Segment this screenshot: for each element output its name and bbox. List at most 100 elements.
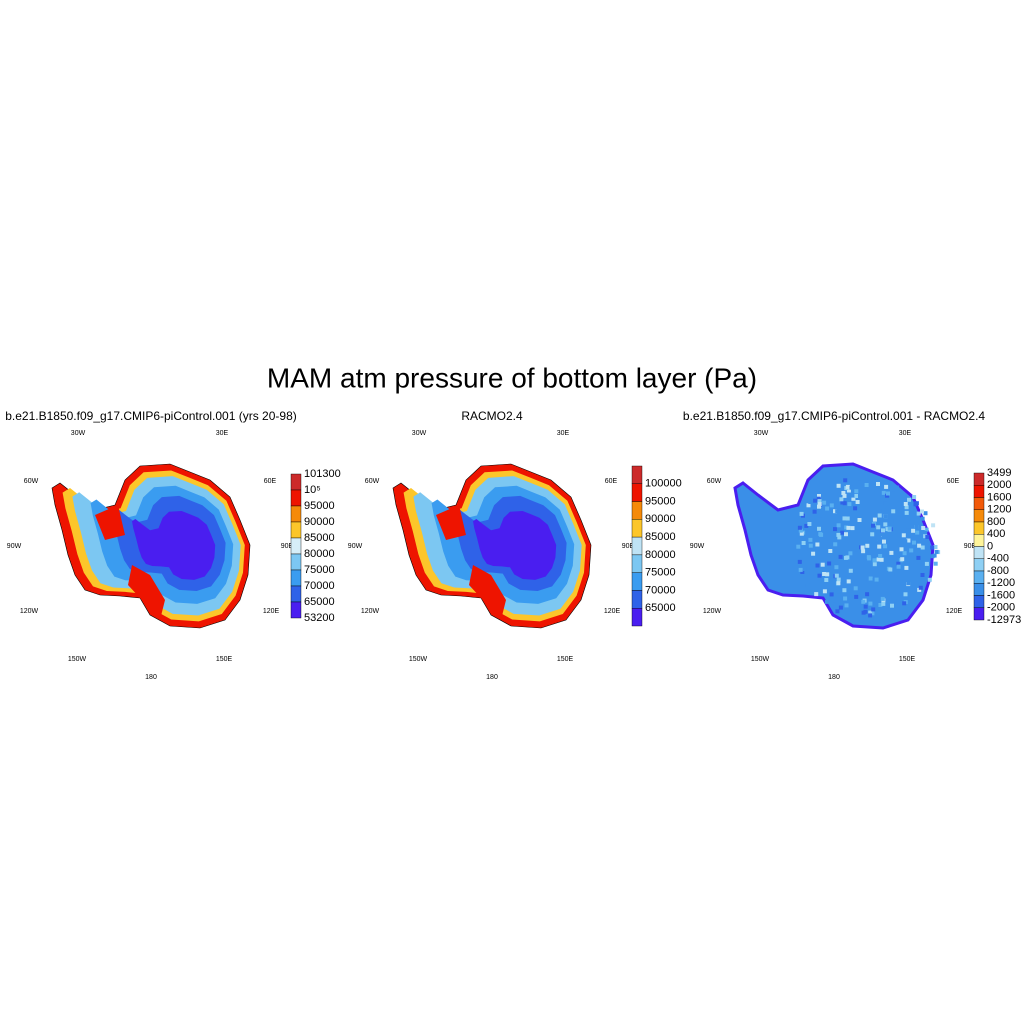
difference-cell [842, 501, 847, 506]
difference-cell [871, 523, 875, 528]
difference-cell [867, 562, 872, 567]
difference-cell [920, 509, 924, 514]
difference-cell [829, 503, 834, 508]
difference-cell [912, 540, 916, 545]
colorbar-box [290, 585, 302, 603]
colorbar-box [973, 509, 985, 523]
difference-cell [807, 546, 812, 551]
difference-cell [868, 613, 873, 618]
difference-cell [909, 548, 914, 553]
difference-cell [916, 511, 921, 516]
colorbar-box [973, 546, 985, 559]
longitude-label: 30E [216, 430, 229, 437]
difference-cell [917, 587, 922, 592]
difference-cell [902, 551, 907, 556]
colorbar-label: 80000 [645, 549, 676, 561]
difference-cell [903, 502, 908, 506]
difference-cell [880, 596, 885, 601]
difference-cell [883, 544, 888, 549]
difference-cell [925, 534, 930, 539]
difference-cell [833, 527, 837, 532]
colorbar-box [973, 485, 985, 498]
longitude-label: 30W [71, 430, 86, 437]
difference-cell [927, 577, 932, 582]
difference-cell [853, 506, 858, 511]
colorbar-label: 10⁵ [304, 484, 321, 496]
difference-cell [854, 551, 859, 556]
difference-cell [804, 529, 809, 534]
difference-cell [868, 601, 873, 606]
colorbar-label: 85000 [304, 532, 335, 544]
difference-cell [863, 604, 868, 609]
longitude-label: 180 [145, 674, 157, 681]
colorbar-box [290, 601, 302, 619]
ice-shelf [95, 505, 125, 540]
difference-cell [917, 518, 921, 522]
difference-cell [878, 603, 883, 607]
difference-cell [848, 551, 853, 556]
difference-cell [829, 592, 834, 597]
colorbar-label: 65000 [304, 596, 335, 608]
difference-cell [868, 576, 873, 581]
difference-cell [917, 543, 922, 548]
difference-cell [868, 610, 873, 615]
difference-cell [815, 542, 820, 547]
difference-cell [870, 487, 875, 492]
difference-cell [861, 549, 866, 554]
difference-cell [817, 494, 821, 498]
colorbar-label: 0 [987, 540, 993, 552]
difference-cell [830, 578, 834, 583]
longitude-label: 90W [348, 543, 363, 550]
panel-title: b.e21.B1850.f09_g17.CMIP6-piControl.001 … [5, 409, 297, 423]
difference-cell [817, 502, 822, 507]
difference-cell [842, 493, 847, 498]
difference-cell [886, 491, 890, 496]
difference-cell [850, 493, 855, 498]
longitude-label: 150E [216, 656, 233, 663]
difference-cell [879, 557, 884, 562]
difference-cell [811, 551, 816, 556]
difference-cell [909, 508, 914, 513]
difference-cell [847, 559, 852, 564]
difference-cell [891, 487, 896, 492]
longitude-label: 120W [361, 608, 380, 615]
colorbar-box [290, 537, 302, 555]
difference-cell [817, 573, 822, 578]
colorbar-label: 3499 [987, 467, 1011, 479]
colorbar-label: 90000 [645, 513, 676, 525]
difference-cell [896, 564, 901, 569]
colorbar-label: -800 [987, 565, 1009, 577]
difference-cell [836, 483, 841, 488]
difference-cell [884, 484, 889, 489]
difference-cell [833, 497, 838, 501]
difference-cell [874, 577, 879, 582]
difference-cell [822, 500, 827, 505]
difference-cell [865, 502, 869, 507]
difference-cell [872, 517, 877, 522]
difference-cell [892, 598, 897, 603]
difference-cell [889, 519, 894, 523]
colorbar-box [973, 595, 985, 608]
difference-cell [796, 544, 801, 549]
difference-cell [861, 610, 866, 615]
difference-cell [848, 568, 853, 573]
difference-cell [849, 485, 854, 490]
longitude-label: 90W [7, 543, 22, 550]
difference-cell [813, 498, 818, 503]
difference-cell [844, 532, 848, 537]
difference-cell [845, 516, 850, 521]
difference-cell [841, 491, 846, 495]
difference-cell [881, 528, 885, 533]
difference-cell [837, 535, 842, 540]
colorbar-label: 80000 [304, 548, 335, 560]
colorbar-box [631, 590, 643, 609]
colorbar-box [631, 519, 643, 538]
longitude-label: 150E [899, 656, 916, 663]
difference-cell [834, 573, 839, 578]
colorbar-label: 100000 [645, 478, 682, 490]
difference-cell [806, 503, 811, 508]
longitude-label: 120W [703, 608, 722, 615]
ice-sheet [473, 511, 557, 580]
difference-cell [836, 523, 841, 528]
colorbar-box [631, 501, 643, 520]
